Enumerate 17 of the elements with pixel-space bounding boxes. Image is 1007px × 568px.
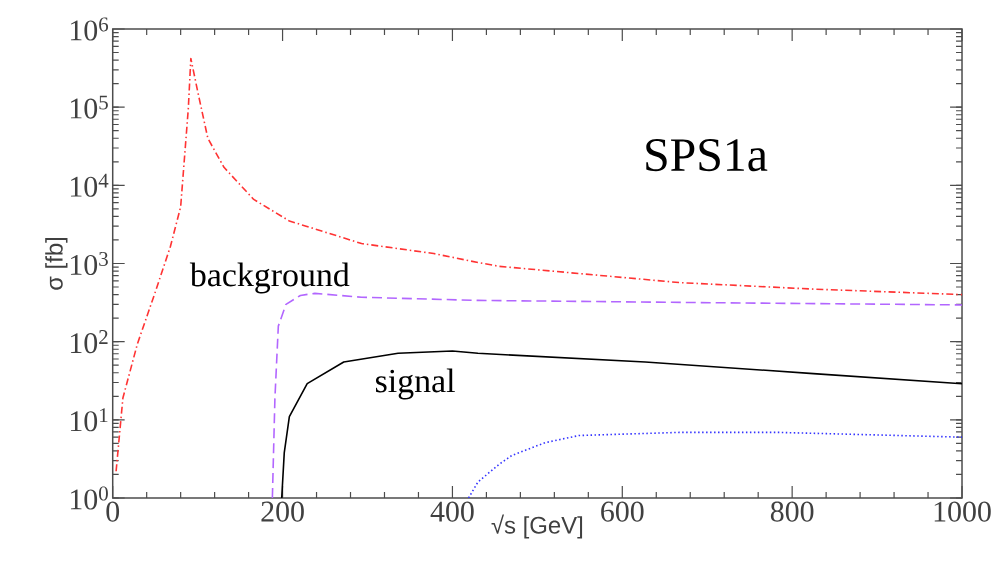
- y-tick-label: 10$^{2}$: [70, 330, 108, 354]
- x-axis-title: √s [GeV]: [491, 514, 583, 539]
- x-tick-label: 600: [601, 501, 644, 522]
- y-tick-label: 10$^{5}$: [70, 95, 108, 119]
- y-tick-label: 10$^{6}$: [70, 17, 109, 41]
- x-tick-label: 0: [106, 501, 120, 522]
- annotation: SPS1a: [646, 139, 768, 172]
- y-tick-label: 10$^{4}$: [70, 173, 109, 197]
- y-tick-label: 10$^{1}$: [70, 408, 108, 432]
- annotation: background: [189, 262, 350, 294]
- x-tick-label: 1000: [934, 501, 991, 522]
- x-tick-label: 200: [261, 501, 304, 522]
- y-axis-title: σ [fb]: [45, 237, 68, 290]
- y-tick-label: 10$^{3}$: [70, 251, 108, 276]
- annotation: signal: [376, 368, 455, 400]
- x-tick-label: 400: [430, 501, 474, 522]
- x-tick-label: 800: [770, 501, 814, 522]
